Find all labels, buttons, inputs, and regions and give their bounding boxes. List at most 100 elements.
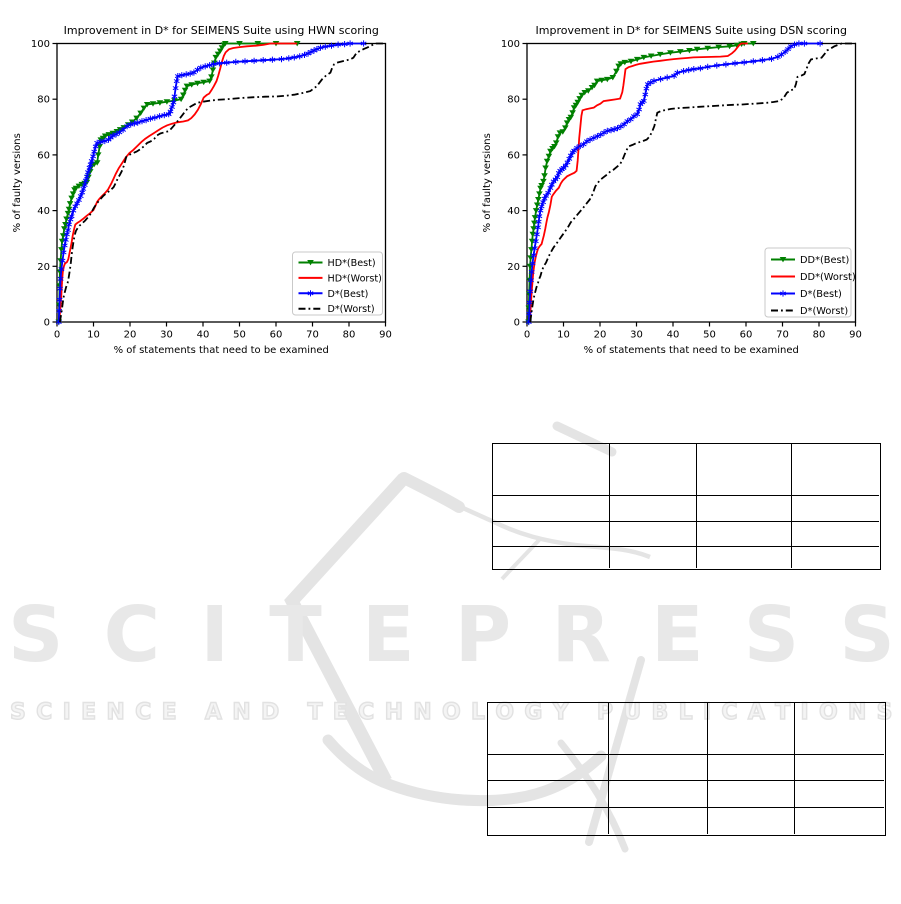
watermark-letter: C: [35, 700, 53, 725]
x-tick-label: 50: [703, 330, 716, 341]
legend-label: DD*(Worst): [800, 272, 856, 283]
y-tick-label: 40: [37, 206, 50, 217]
legend: HD*(Best) HD*(Worst) D*(Best) D*(Worst): [292, 251, 383, 316]
x-tick-label: 30: [160, 330, 173, 341]
chart-title: Improvement in D* for SEIMENS Suite usin…: [536, 24, 847, 37]
y-tick-label: 0: [514, 318, 520, 329]
triangle-down-marker: [181, 87, 189, 94]
y-tick-label: 100: [31, 39, 50, 50]
watermark-letter: S: [876, 700, 893, 725]
table-cell: [794, 703, 884, 754]
watermark-letter: C: [134, 700, 152, 725]
x-tick-label: 90: [379, 330, 392, 341]
y-tick-label: 20: [507, 262, 520, 273]
table-cell: [707, 807, 794, 834]
series-DD*(Worst): [528, 42, 748, 323]
legend-label: DD*(Best): [800, 255, 849, 266]
table-cell: [794, 780, 884, 807]
watermark-letter: E: [80, 700, 97, 725]
legend: DD*(Best) DD*(Worst) D*(Best) D*(Worst): [764, 247, 856, 318]
table-cell: [493, 444, 609, 495]
watermark-letter: N: [847, 700, 867, 725]
x-tick-label: 10: [557, 330, 570, 341]
watermark-letter: N: [106, 700, 126, 725]
x-tick-label: 20: [594, 330, 607, 341]
table-cell: [707, 703, 794, 754]
triangle-down-marker: [68, 195, 75, 201]
watermark-letter: L: [678, 700, 693, 725]
table-cell: [493, 495, 609, 521]
logo-page-branch: [500, 537, 542, 581]
table-cell: [493, 546, 609, 568]
results-table-1: [492, 443, 881, 570]
triangle-down-marker: [535, 197, 542, 203]
watermark-letter: P: [454, 591, 512, 680]
legend-box: [292, 251, 383, 316]
watermark-letter: O: [818, 700, 838, 725]
legend-label: D*(Best): [328, 289, 369, 300]
watermark-letter: N: [413, 700, 433, 725]
table-cell: [488, 780, 608, 807]
x-tick-label: 80: [813, 330, 826, 341]
watermark-letter: I: [62, 700, 72, 725]
y-tick-label: 60: [507, 150, 520, 161]
x-axis-label: % of statements that need to be examined: [114, 345, 329, 356]
table-cell: [791, 521, 879, 546]
watermark-letter: S: [9, 700, 26, 725]
x-tick-label: 60: [270, 330, 283, 341]
table-cell: [696, 495, 791, 521]
x-tick-label: 70: [306, 330, 319, 341]
watermark-letter: [187, 702, 195, 724]
series-HD*(Worst): [58, 42, 298, 323]
y-tick-label: 60: [37, 150, 50, 161]
y-tick-label: 80: [507, 95, 520, 106]
chart-1: 0 10 20 30 40 50 60 70 80 90 0 20 40 60 80 100 Improveme…: [12, 24, 392, 356]
table-cell: [791, 546, 879, 568]
x-tick-label: 0: [54, 330, 60, 341]
watermark-letter: I: [702, 700, 712, 725]
table-cell: [791, 444, 879, 495]
watermark-letter: I: [200, 591, 230, 680]
star-marker: [642, 90, 649, 99]
watermark-letter: E: [361, 591, 415, 680]
logo-right-edge: [585, 656, 645, 846]
table-cell: [488, 703, 608, 754]
legend-label: D*(Worst): [328, 304, 375, 315]
plot-frame: [526, 42, 857, 323]
watermark-letter: T: [269, 591, 322, 680]
table-cell: [609, 546, 696, 568]
x-tick-label: 60: [740, 330, 753, 341]
triangle-down-marker: [209, 67, 217, 73]
chart-title: Improvement in D* for SEIMENS Suite usin…: [64, 24, 379, 37]
triangle-down-marker: [529, 231, 537, 238]
table-cell: [493, 521, 609, 546]
charts: 0 10 20 30 40 50 60 70 80 90020406080100Improveme…: [12, 24, 862, 356]
y-tick-label: 0: [44, 318, 50, 329]
triangle-down-marker: [536, 191, 543, 197]
watermark-letter: H: [384, 700, 404, 725]
series-D*(Worst): [529, 42, 856, 323]
legend-label: HD*(Worst): [328, 273, 382, 284]
x-tick-label: 90: [849, 330, 862, 341]
star-marker: [173, 77, 180, 85]
table-cell: [608, 754, 707, 780]
chart-2: 0 10 20 30 40 50 60 70 80 90 0 20 40 60 80 100 Improveme…: [482, 24, 862, 356]
watermark-letter: D: [260, 700, 280, 725]
x-tick-label: 0: [524, 330, 530, 341]
x-tick-label: 70: [776, 330, 789, 341]
star-marker: [68, 212, 75, 220]
watermark-letter: S: [8, 591, 64, 680]
watermark-letter: T: [774, 700, 791, 725]
watermark-letter: [290, 702, 298, 724]
watermark-letter: L: [470, 700, 486, 725]
legend-label: D*(Worst): [800, 306, 848, 317]
star-marker: [172, 84, 179, 92]
table-cell: [794, 807, 884, 834]
x-tick-label: 10: [87, 330, 100, 341]
watermark-letter: A: [204, 700, 222, 725]
watermark-letter: G: [524, 700, 543, 725]
legend-box: [764, 247, 852, 318]
